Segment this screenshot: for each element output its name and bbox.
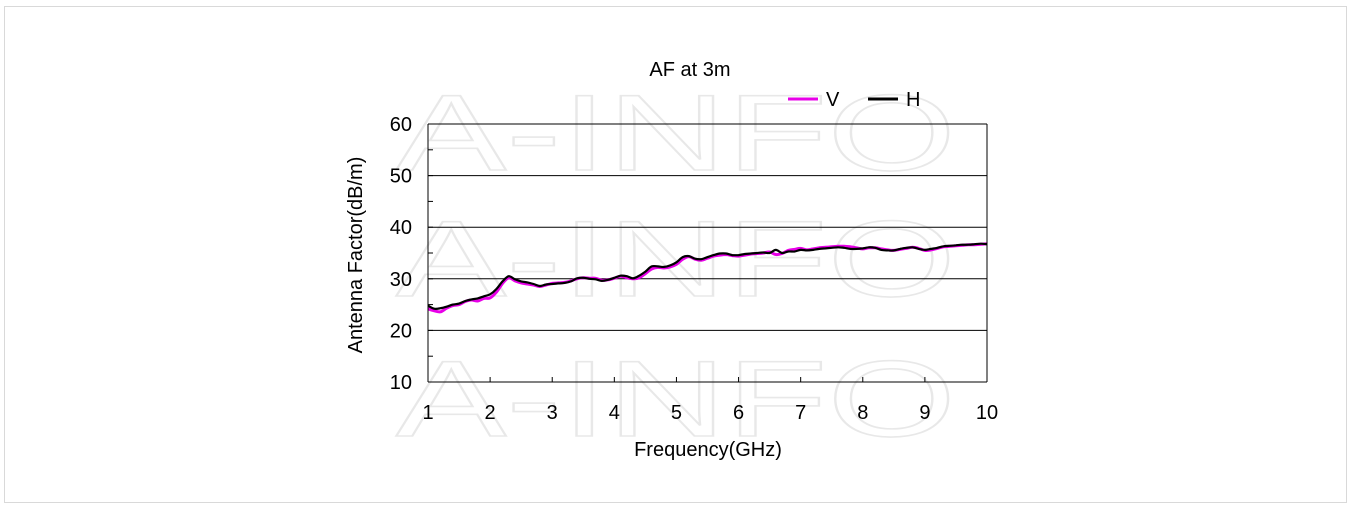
x-tick-label-2: 2 — [485, 402, 496, 424]
chart-title: AF at 3m — [649, 59, 730, 81]
x-tick-label-3: 3 — [547, 402, 558, 424]
x-tick-label-9: 9 — [919, 402, 930, 424]
y-tick-label-10: 10 — [390, 372, 412, 394]
axes — [427, 123, 988, 383]
y-tick-label-50: 50 — [390, 166, 412, 188]
x-tick-label-1: 1 — [422, 402, 433, 424]
x-tick-label-10: 10 — [976, 402, 998, 424]
grid — [428, 175, 987, 331]
plot-background — [428, 124, 987, 382]
y-tick-label-60: 60 — [390, 114, 412, 136]
legend-label-v: V — [826, 89, 840, 111]
y-axis-label: Antenna Factor(dB/m) — [345, 157, 367, 354]
legend-label-h: H — [906, 89, 920, 111]
watermark: A-INFO A-INFO A-INFO — [395, 71, 957, 460]
x-tick-label-4: 4 — [609, 402, 620, 424]
watermark-text-3: A-INFO — [396, 338, 956, 459]
legend: V H — [788, 89, 920, 111]
x-tick-label-5: 5 — [671, 402, 682, 424]
x-axis-label: Frequency(GHz) — [634, 439, 782, 461]
x-tick-label-6: 6 — [733, 402, 744, 424]
ticks: 1 2 3 4 5 6 7 8 9 10 10 20 30 40 50 60 — [390, 114, 998, 424]
watermark-text-1: A-INFO — [396, 72, 956, 193]
x-tick-label-7: 7 — [795, 402, 806, 424]
y-tick-label-30: 30 — [390, 269, 412, 291]
plot-area — [428, 124, 987, 382]
series-layer — [427, 242, 988, 314]
chart-frame — [4, 6, 1347, 503]
y-tick-label-40: 40 — [390, 217, 412, 239]
series-line-h — [427, 242, 988, 310]
x-tick-label-8: 8 — [857, 402, 868, 424]
y-tick-label-20: 20 — [390, 320, 412, 342]
